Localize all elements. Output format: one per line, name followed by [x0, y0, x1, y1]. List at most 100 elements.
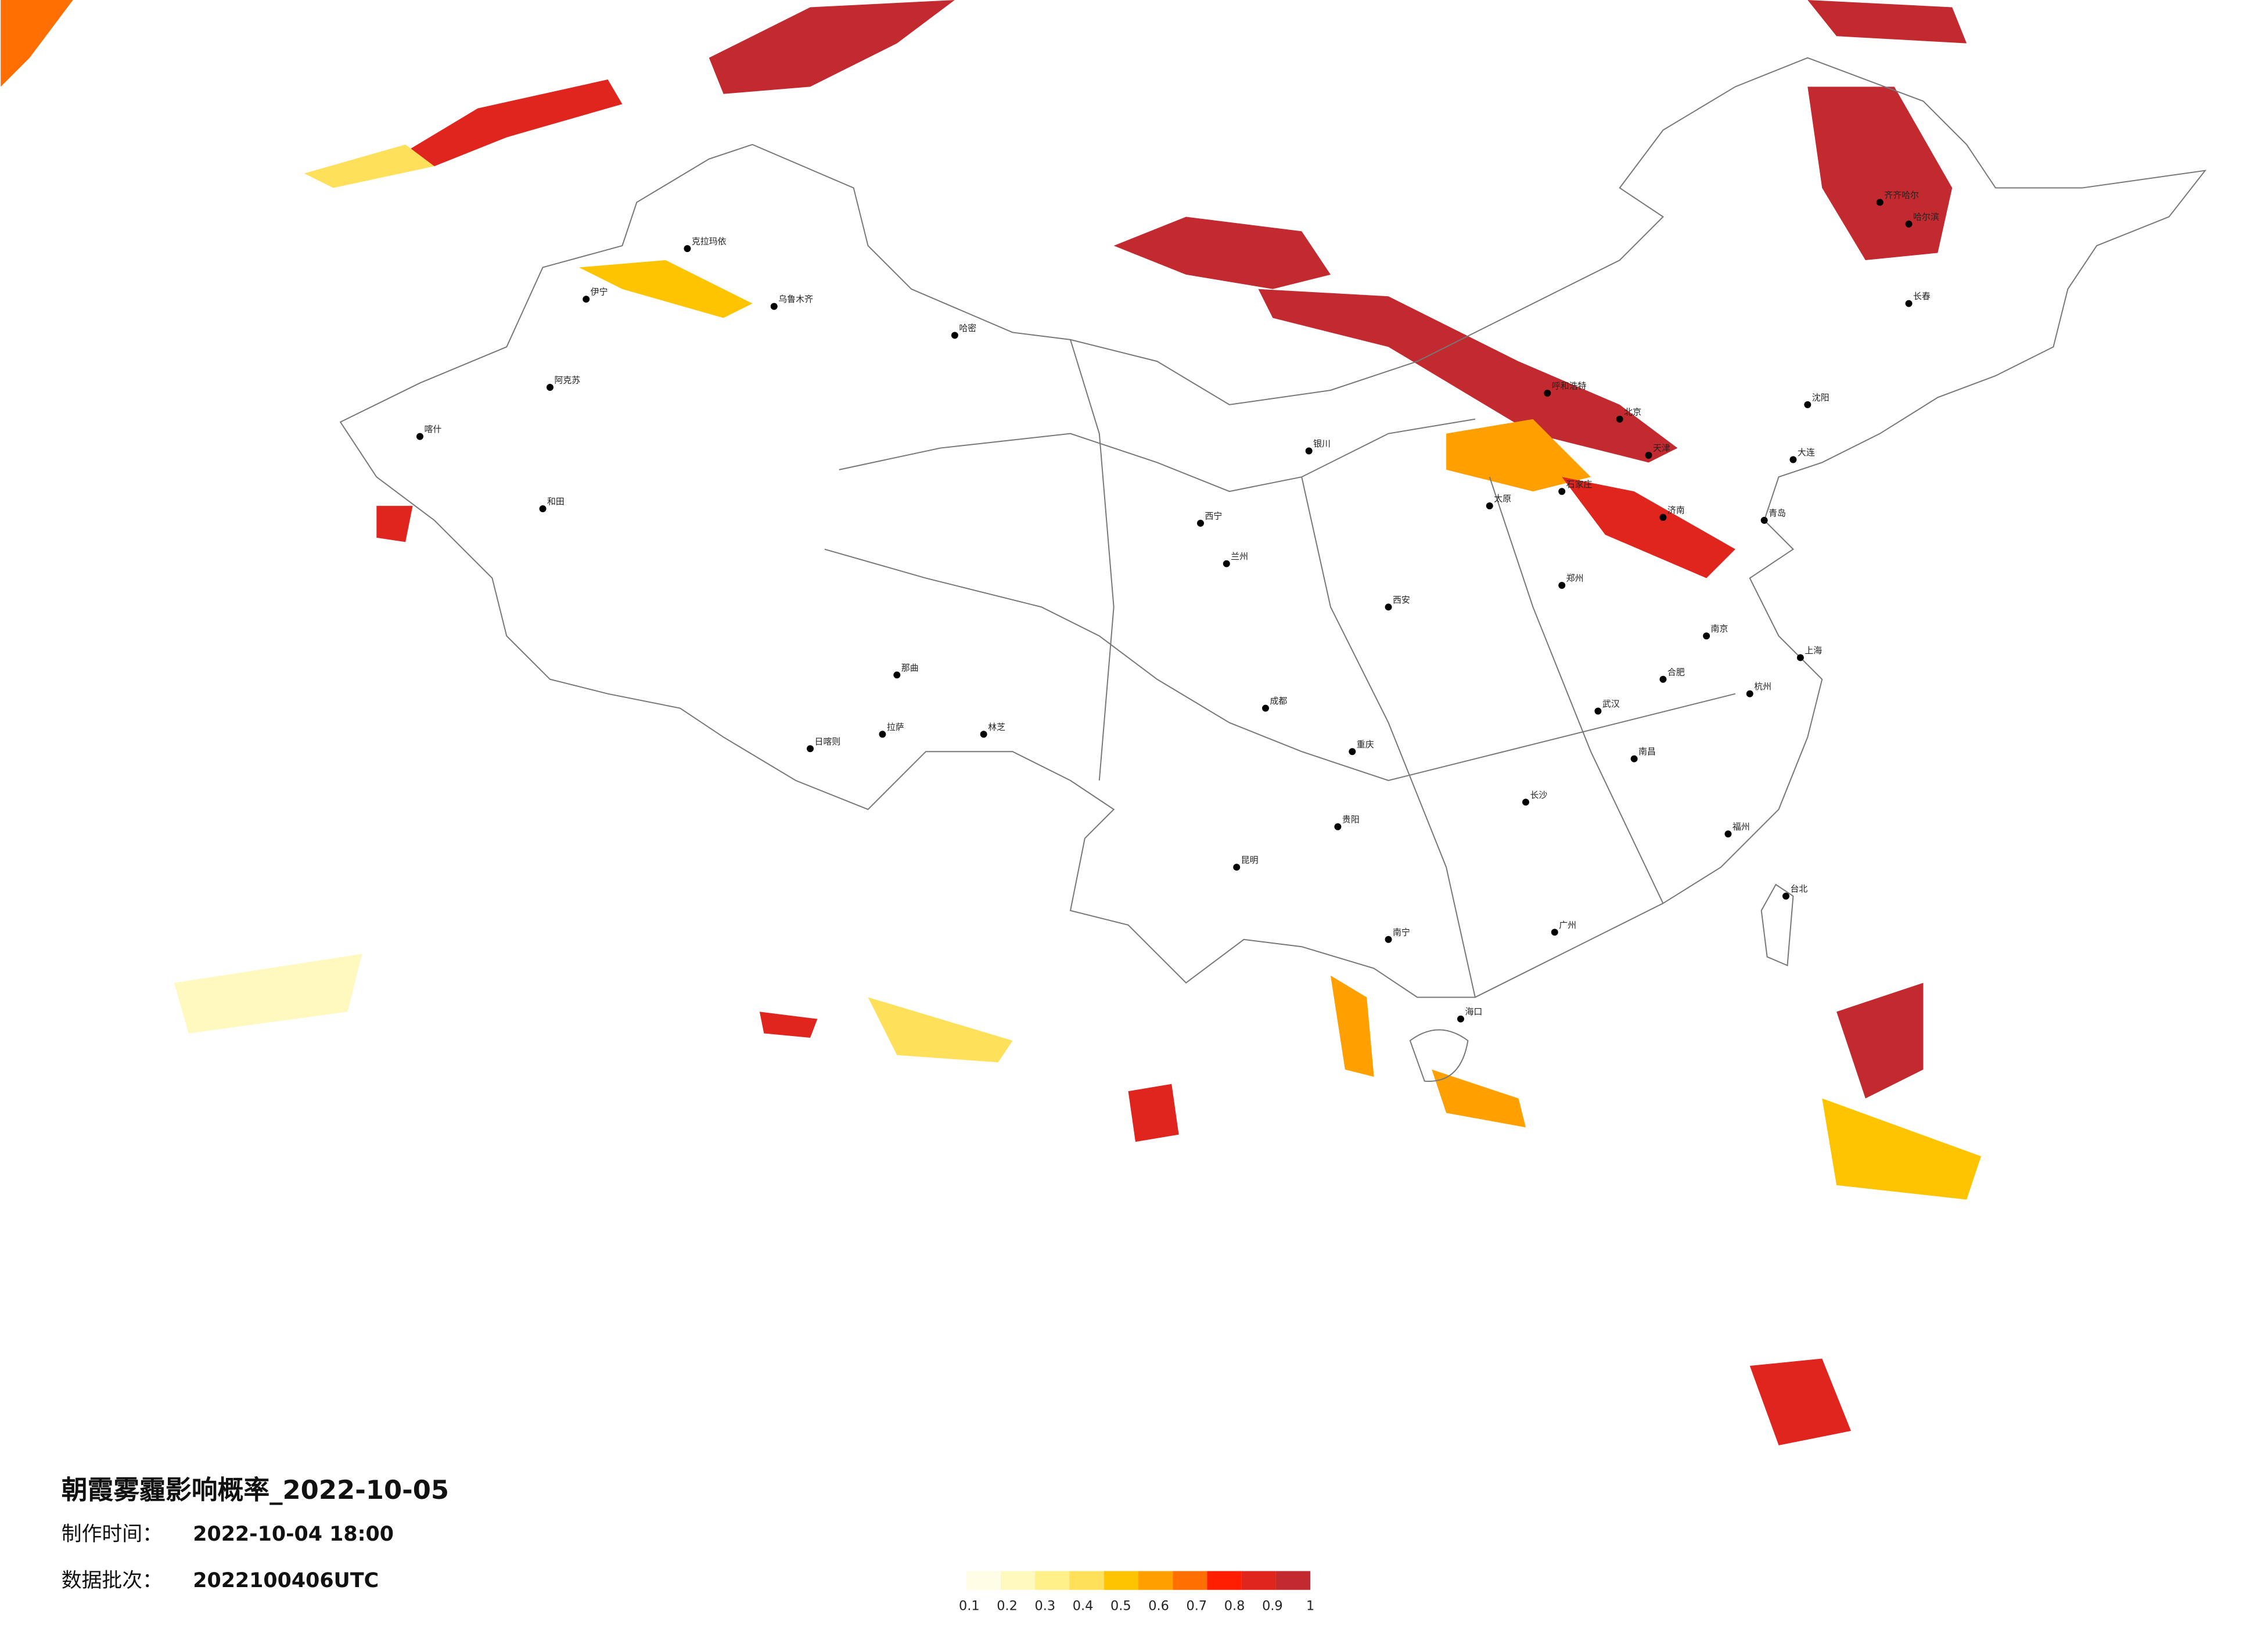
- city-dot: [1349, 748, 1356, 756]
- city-dot: [1782, 893, 1789, 900]
- city-dot: [1703, 632, 1710, 640]
- city-dot: [1760, 517, 1768, 524]
- legend-swatch: [1173, 1571, 1207, 1590]
- legend-swatch: [1069, 1571, 1104, 1590]
- legend-label: 0.4: [1073, 1599, 1094, 1614]
- city-label: 合肥: [1667, 667, 1685, 677]
- city-label: 乌鲁木齐: [778, 294, 813, 304]
- city-dot: [1334, 823, 1342, 830]
- legend-label: 0.8: [1224, 1599, 1245, 1614]
- city-label: 天津: [1653, 443, 1670, 454]
- city-dot: [1645, 452, 1652, 459]
- city-label: 南宁: [1393, 927, 1410, 937]
- city-dot: [1551, 929, 1558, 936]
- legend-swatch: [1241, 1571, 1276, 1590]
- made-value: 2022-10-04 18:00: [193, 1523, 394, 1546]
- city-dot: [1457, 1015, 1464, 1023]
- legend-swatch: [1138, 1571, 1173, 1590]
- city-label: 和田: [547, 497, 565, 507]
- city-dot: [879, 731, 886, 738]
- city-dot: [951, 332, 958, 339]
- legend-swatch: [1001, 1571, 1036, 1590]
- city-dot: [1796, 654, 1804, 661]
- city-label: 阿克苏: [554, 375, 580, 386]
- city-label: 哈密: [959, 323, 976, 333]
- legend-label: 0.5: [1110, 1599, 1131, 1614]
- city-dot: [684, 245, 691, 253]
- batch-value: 2022100406UTC: [193, 1569, 379, 1592]
- city-dot: [770, 303, 778, 310]
- city-label: 贵阳: [1342, 814, 1360, 825]
- city-label: 济南: [1667, 505, 1685, 516]
- city-dot: [1305, 447, 1313, 455]
- city-label: 石家庄: [1566, 479, 1593, 490]
- map-title: 朝霞雾霾影响概率_2022-10-05: [62, 1474, 449, 1505]
- city-label: 那曲: [901, 663, 919, 673]
- footer: 朝霞雾霾影响概率_2022-10-05 制作时间： 2022-10-04 18:…: [62, 1474, 449, 1592]
- city-label: 南京: [1711, 624, 1728, 634]
- legend-swatch: [966, 1571, 1001, 1590]
- city-label: 广州: [1559, 920, 1576, 930]
- borders: [339, 57, 2207, 1082]
- city-dot: [1385, 936, 1392, 943]
- city-dot: [1223, 560, 1230, 567]
- city-label: 台北: [1790, 884, 1807, 894]
- city-label: 西宁: [1205, 511, 1222, 521]
- city-dot: [1486, 502, 1493, 510]
- city-label: 长沙: [1530, 790, 1547, 800]
- city-dot: [1233, 864, 1241, 871]
- city-label: 福州: [1733, 822, 1750, 832]
- city-dot: [1385, 603, 1392, 611]
- city-label: 太原: [1494, 494, 1511, 504]
- city-dot: [1876, 199, 1884, 206]
- legend-swatch: [1275, 1571, 1311, 1590]
- city-dot: [1544, 390, 1551, 397]
- city-label: 大连: [1798, 447, 1815, 458]
- legend-label: 0.2: [997, 1599, 1018, 1614]
- made-label: 制作时间：: [62, 1523, 163, 1546]
- city-label: 西安: [1393, 595, 1410, 605]
- city-label: 重庆: [1357, 739, 1374, 750]
- batch-label: 数据批次：: [62, 1569, 163, 1592]
- city-dot: [1905, 300, 1913, 307]
- legend-label: 0.1: [959, 1599, 980, 1614]
- city-dot: [807, 745, 814, 753]
- legend-label: 0.7: [1187, 1599, 1207, 1614]
- city-dot: [1262, 704, 1269, 712]
- legend-label: 0.9: [1262, 1599, 1283, 1614]
- city-label: 武汉: [1602, 699, 1620, 709]
- city-dot: [1594, 707, 1602, 715]
- city-dot: [547, 384, 553, 391]
- city-label: 杭州: [1754, 681, 1771, 692]
- city-dot: [1616, 415, 1623, 423]
- city-label: 青岛: [1769, 508, 1786, 519]
- city-label: 日喀则: [814, 736, 840, 747]
- city-dot: [539, 505, 547, 513]
- city-label: 沈阳: [1812, 392, 1830, 402]
- city-dot: [893, 671, 901, 679]
- city-label: 银川: [1313, 438, 1331, 449]
- city-dot: [1659, 675, 1667, 683]
- city-dot: [1804, 401, 1811, 408]
- city-label: 林芝: [988, 722, 1005, 732]
- legend-label: 0.3: [1034, 1599, 1055, 1614]
- city-label: 南昌: [1638, 746, 1656, 757]
- city-dot: [1197, 520, 1204, 527]
- city-dot: [583, 296, 590, 303]
- city-label: 成都: [1270, 696, 1287, 706]
- legend-label: 1: [1306, 1599, 1314, 1614]
- city-dot: [1630, 755, 1638, 762]
- city-label: 昆明: [1241, 855, 1259, 865]
- city-dot: [1724, 830, 1732, 838]
- city-dot: [1746, 690, 1753, 697]
- city-label: 克拉玛依: [692, 236, 727, 247]
- city-label: 海口: [1465, 1006, 1482, 1017]
- legend-swatch: [1035, 1571, 1070, 1590]
- city-dot: [1558, 488, 1566, 495]
- city-label: 哈尔滨: [1913, 211, 1939, 222]
- city-label: 北京: [1624, 406, 1641, 417]
- city-dot: [1522, 798, 1529, 806]
